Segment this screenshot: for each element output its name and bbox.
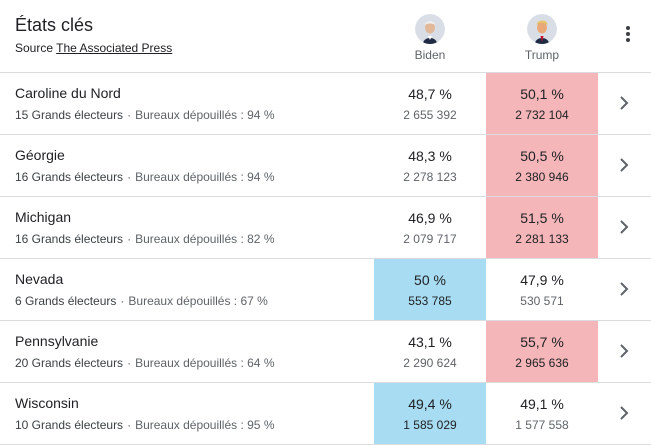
source-link[interactable]: The Associated Press	[56, 41, 173, 55]
chevron-right-icon[interactable]	[617, 157, 631, 173]
chevron-right-icon[interactable]	[617, 281, 631, 297]
electoral-votes: 16 Grands électeurs	[15, 170, 124, 184]
state-name: Caroline du Nord	[15, 85, 121, 101]
state-details: 20 Grands électeurs · Bureaux dépouillés :…	[15, 356, 275, 370]
biden-votes: 2 655 392	[403, 108, 457, 122]
trump-votes: 2 965 636	[515, 356, 569, 370]
separator-dot: ·	[120, 294, 125, 308]
biden-result: 50 % 553 785	[374, 259, 486, 320]
reporting-status: Bureaux dépouillés : 95 %	[135, 418, 275, 432]
trump-votes: 2 732 104	[515, 108, 569, 122]
electoral-votes: 20 Grands électeurs	[15, 356, 124, 370]
biden-result: 48,3 % 2 278 123	[374, 135, 486, 196]
electoral-votes: 16 Grands électeurs	[15, 232, 124, 246]
candidate-name-trump: Trump	[524, 48, 560, 62]
chevron-right-icon[interactable]	[617, 343, 631, 359]
biden-percent: 49,4 %	[408, 396, 452, 412]
reporting-status: Bureaux dépouillés : 94 %	[135, 170, 275, 184]
chevron-right-icon[interactable]	[617, 95, 631, 111]
state-name: Nevada	[15, 271, 64, 287]
state-details: 15 Grands électeurs · Bureaux dépouillés :…	[15, 108, 275, 122]
more-vert-icon[interactable]	[620, 24, 636, 44]
biden-avatar-icon	[415, 14, 445, 44]
trump-result: 55,7 % 2 965 636	[486, 321, 598, 382]
state-row[interactable]: Wisconsin 10 Grands électeurs · Bureaux dép…	[0, 383, 651, 445]
trump-result: 50,5 % 2 380 946	[486, 135, 598, 196]
state-details: 6 Grands électeurs · Bureaux dépouillés : …	[15, 294, 268, 308]
source-prefix: Source	[15, 41, 54, 55]
trump-votes: 2 380 946	[515, 170, 569, 184]
biden-result: 49,4 % 1 585 029	[374, 383, 486, 444]
electoral-votes: 6 Grands électeurs	[15, 294, 117, 308]
state-name: Géorgie	[15, 147, 65, 163]
state-row[interactable]: Géorgie 16 Grands électeurs · Bureaux dépou…	[0, 135, 651, 197]
electoral-votes: 10 Grands électeurs	[15, 418, 124, 432]
trump-percent: 47,9 %	[520, 272, 564, 288]
candidate-trump: Trump	[486, 14, 598, 62]
trump-result: 51,5 % 2 281 133	[486, 197, 598, 258]
candidate-biden: Biden	[374, 14, 486, 62]
biden-votes: 553 785	[408, 294, 452, 308]
separator-dot: ·	[127, 170, 132, 184]
separator-dot: ·	[127, 232, 132, 246]
trump-result: 47,9 % 530 571	[486, 259, 598, 320]
trump-percent: 49,1 %	[520, 396, 564, 412]
biden-result: 48,7 % 2 655 392	[374, 73, 486, 134]
candidate-name-biden: Biden	[414, 48, 446, 62]
biden-percent: 48,7 %	[408, 86, 452, 102]
biden-percent: 48,3 %	[408, 148, 452, 164]
reporting-status: Bureaux dépouillés : 67 %	[128, 294, 268, 308]
reporting-status: Bureaux dépouillés : 94 %	[135, 108, 275, 122]
biden-percent: 46,9 %	[408, 210, 452, 226]
state-row[interactable]: Pennsylvanie 20 Grands électeurs · Bureaux …	[0, 321, 651, 383]
trump-votes: 1 577 558	[515, 418, 569, 432]
trump-votes: 530 571	[520, 294, 564, 308]
electoral-votes: 15 Grands électeurs	[15, 108, 124, 122]
trump-percent: 50,5 %	[520, 148, 564, 164]
trump-result: 49,1 % 1 577 558	[486, 383, 598, 444]
chevron-right-icon[interactable]	[617, 219, 631, 235]
state-name: Pennsylvanie	[15, 333, 99, 349]
biden-votes: 2 278 123	[403, 170, 457, 184]
trump-avatar-icon	[527, 14, 557, 44]
trump-percent: 50,1 %	[520, 86, 564, 102]
source-line: Source The Associated Press	[15, 41, 172, 55]
trump-votes: 2 281 133	[515, 232, 569, 246]
trump-percent: 51,5 %	[520, 210, 564, 226]
biden-percent: 43,1 %	[408, 334, 452, 350]
separator-dot: ·	[127, 356, 132, 370]
state-row[interactable]: Nevada 6 Grands électeurs · Bureaux dépouil…	[0, 259, 651, 321]
separator-dot: ·	[127, 418, 132, 432]
biden-votes: 2 079 717	[403, 232, 457, 246]
state-details: 16 Grands électeurs · Bureaux dépouillés :…	[15, 232, 275, 246]
state-details: 16 Grands électeurs · Bureaux dépouillés :…	[15, 170, 275, 184]
biden-votes: 1 585 029	[403, 418, 457, 432]
state-name: Wisconsin	[15, 395, 79, 411]
chevron-right-icon[interactable]	[617, 405, 631, 421]
reporting-status: Bureaux dépouillés : 82 %	[135, 232, 275, 246]
trump-percent: 55,7 %	[520, 334, 564, 350]
biden-result: 46,9 % 2 079 717	[374, 197, 486, 258]
results-header: États clés Source The Associated Press B…	[0, 0, 651, 73]
state-details: 10 Grands électeurs · Bureaux dépouillés :…	[15, 418, 275, 432]
reporting-status: Bureaux dépouillés : 64 %	[135, 356, 275, 370]
trump-result: 50,1 % 2 732 104	[486, 73, 598, 134]
biden-result: 43,1 % 2 290 624	[374, 321, 486, 382]
separator-dot: ·	[127, 108, 132, 122]
state-name: Michigan	[15, 209, 72, 225]
biden-votes: 2 290 624	[403, 356, 457, 370]
state-row[interactable]: Michigan 16 Grands électeurs · Bureaux dépo…	[0, 197, 651, 259]
card-title: États clés	[15, 15, 94, 35]
state-row[interactable]: Caroline du Nord 15 Grands électeurs · Bure…	[0, 73, 651, 135]
biden-percent: 50 %	[414, 272, 446, 288]
